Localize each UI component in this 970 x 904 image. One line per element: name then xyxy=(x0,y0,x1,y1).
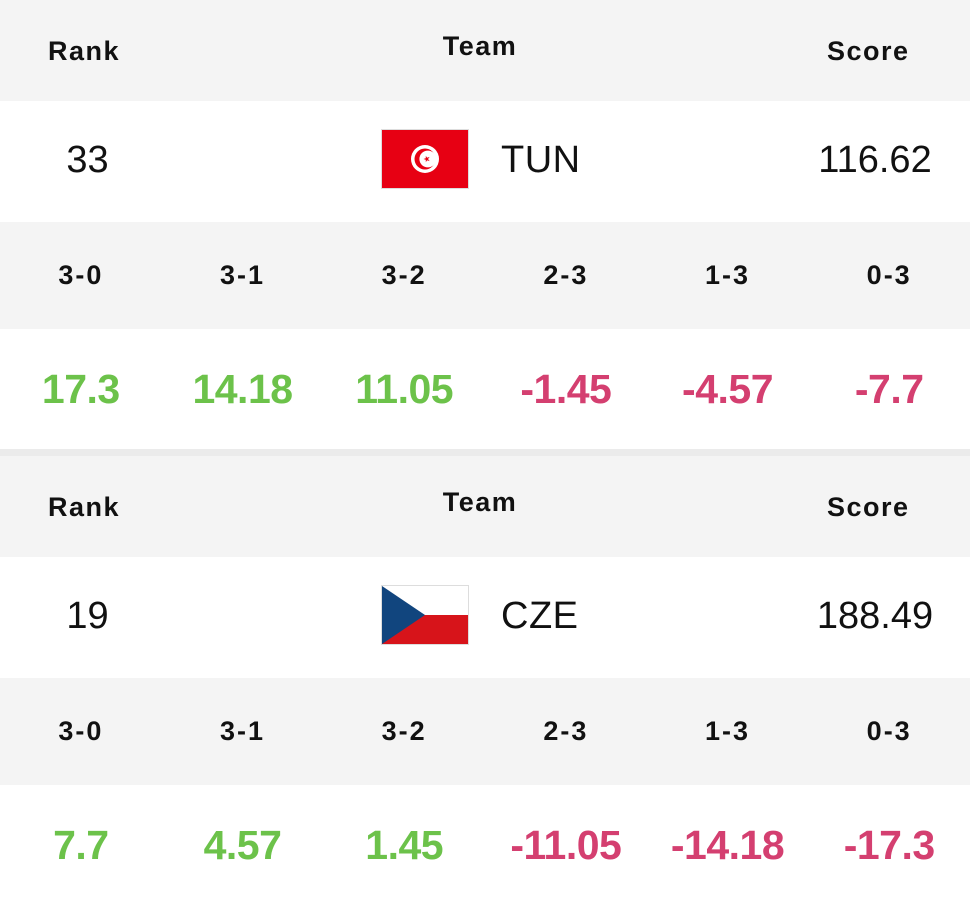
outcome-label: 3-2 xyxy=(381,260,427,290)
card-header-row: Rank Team Score xyxy=(0,0,970,101)
outcome-header-row: 3-0 3-1 3-2 2-3 1-3 0-3 xyxy=(0,222,970,329)
outcome-value: 4.57 xyxy=(203,821,282,868)
outcome-value: -4.57 xyxy=(682,365,773,412)
outcome-header-row: 3-0 3-1 3-2 2-3 1-3 0-3 xyxy=(0,678,970,785)
rank-value: 33 xyxy=(66,139,109,181)
outcome-values-row: 7.7 4.57 1.45 -11.05 -14.18 -17.3 xyxy=(0,785,970,904)
outcome-value: -14.18 xyxy=(670,821,785,868)
rank-header: Rank xyxy=(48,36,121,66)
outcome-value: 7.7 xyxy=(53,821,109,868)
outcome-label: 0-3 xyxy=(866,716,912,746)
rank-header: Rank xyxy=(48,492,121,522)
outcome-label: 3-0 xyxy=(58,260,104,290)
card-header-row: Rank Team Score xyxy=(0,456,970,557)
team-code: TUN xyxy=(501,139,581,181)
rank-value: 19 xyxy=(66,595,109,637)
score-header: Score xyxy=(827,492,910,522)
team-header: Team xyxy=(442,487,518,517)
team-row: 19 CZE 188.49 xyxy=(0,557,970,678)
score-value: 188.49 xyxy=(816,595,934,637)
outcome-value: 11.05 xyxy=(355,365,454,412)
outcome-value: 14.18 xyxy=(192,365,293,412)
score-header: Score xyxy=(827,36,910,66)
outcome-label: 1-3 xyxy=(705,260,751,290)
outcome-label: 2-3 xyxy=(543,716,589,746)
tunisia-flag-icon xyxy=(381,129,469,189)
outcome-value: -11.05 xyxy=(510,821,622,868)
team-code: CZE xyxy=(501,595,579,637)
outcome-value: -7.7 xyxy=(854,365,924,412)
outcome-value: -1.45 xyxy=(520,365,612,412)
outcome-label: 3-1 xyxy=(219,260,266,290)
outcome-label: 3-1 xyxy=(219,716,266,746)
score-value: 116.62 xyxy=(818,139,932,181)
outcome-label: 0-3 xyxy=(866,260,912,290)
team-card-tun: Rank Team Score 33 TUN 116.62 3-0 3-1 3-… xyxy=(0,0,970,449)
outcome-label: 1-3 xyxy=(705,716,751,746)
outcome-label: 2-3 xyxy=(543,260,589,290)
outcome-value: 1.45 xyxy=(365,821,444,868)
team-header: Team xyxy=(442,31,518,61)
team-row: 33 TUN 116.62 xyxy=(0,101,970,222)
outcome-value: 17.3 xyxy=(41,365,120,412)
card-divider xyxy=(0,449,970,456)
czech-flag-icon xyxy=(381,585,469,645)
outcome-value: -17.3 xyxy=(843,821,935,868)
outcome-values-row: 17.3 14.18 11.05 -1.45 -4.57 -7.7 xyxy=(0,329,970,449)
outcome-label: 3-0 xyxy=(58,716,104,746)
outcome-label: 3-2 xyxy=(381,716,427,746)
team-card-cze: Rank Team Score 19 CZE 188.49 3-0 3-1 3-… xyxy=(0,456,970,904)
